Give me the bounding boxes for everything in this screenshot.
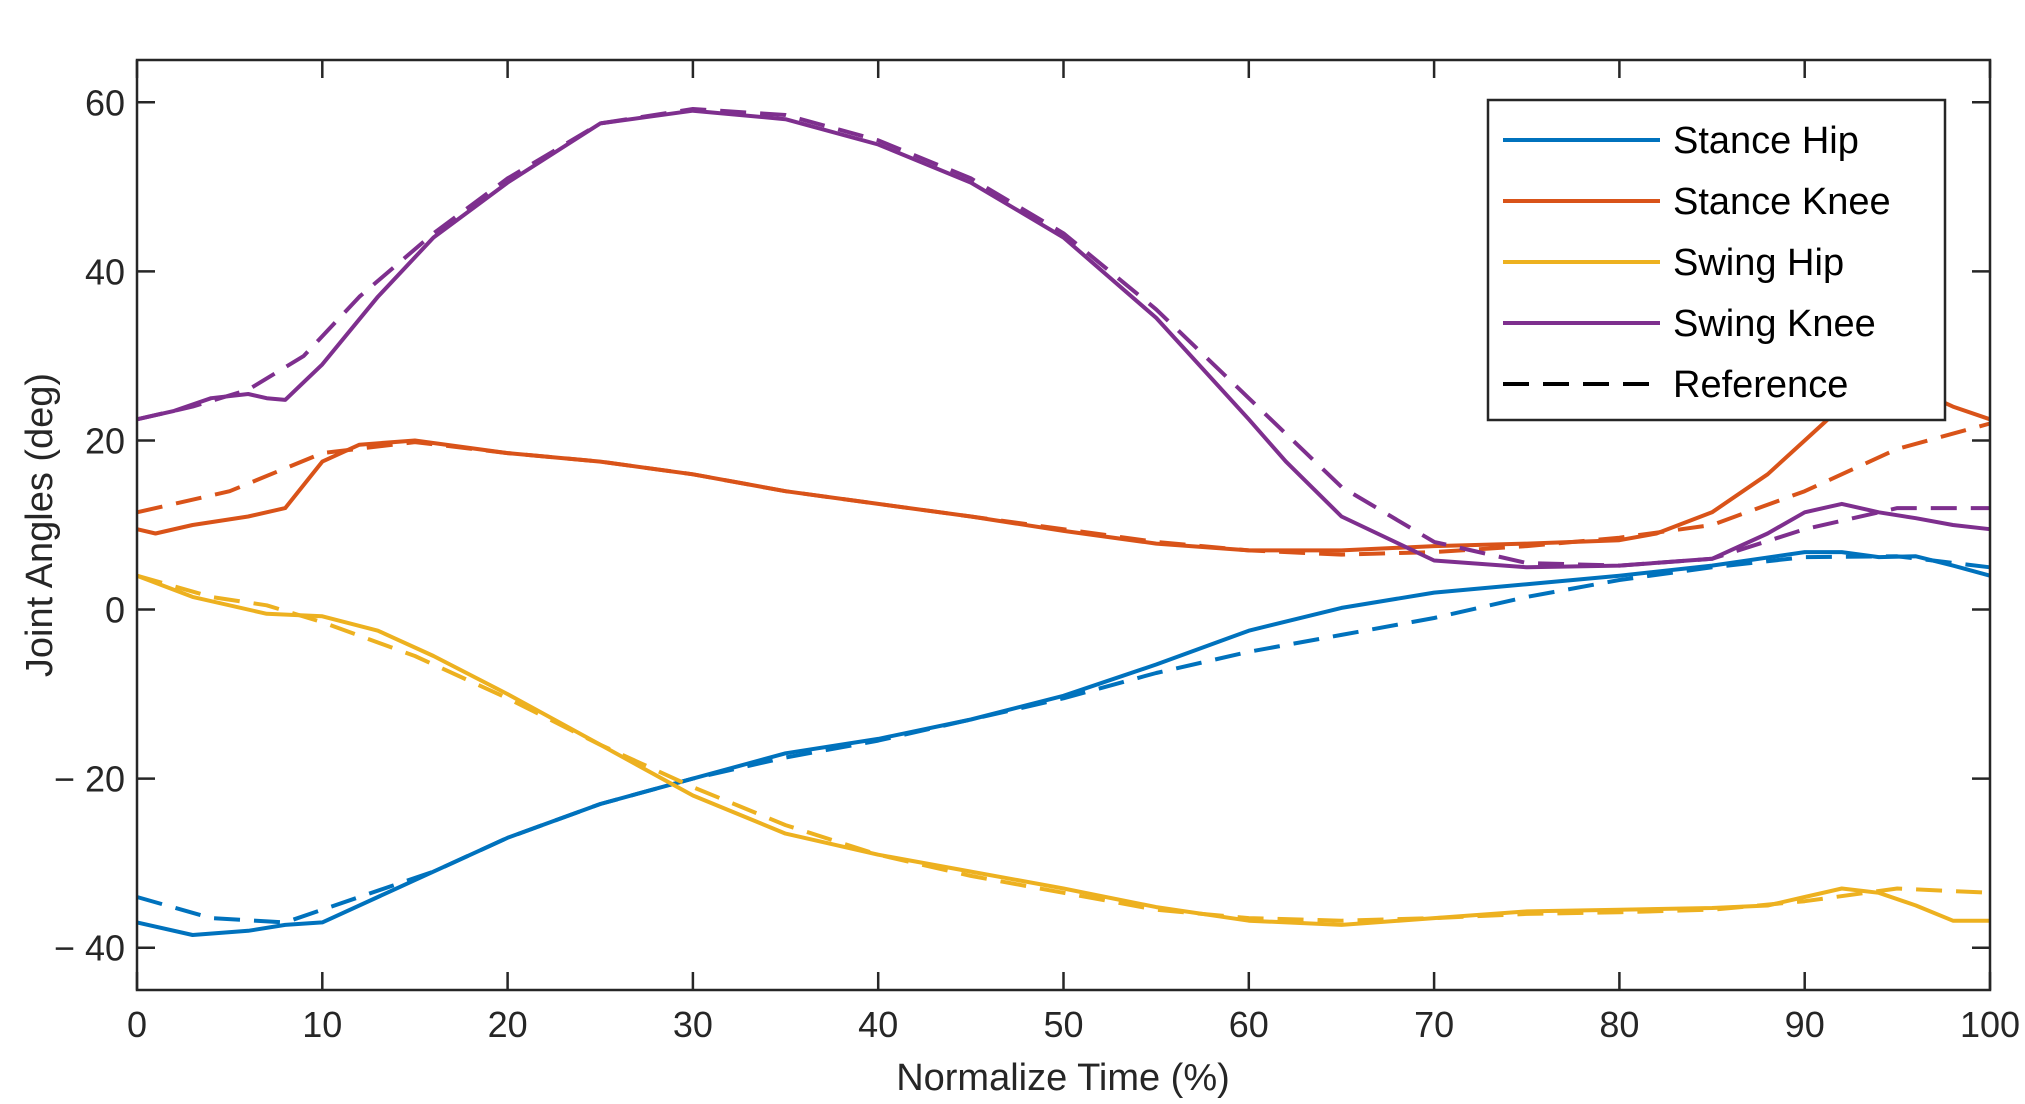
x-tick-label: 90 <box>1785 1004 1825 1045</box>
x-tick-label: 10 <box>302 1004 342 1045</box>
x-tick-label: 80 <box>1599 1004 1639 1045</box>
y-axis-title: Joint Angles (deg) <box>19 373 61 677</box>
series-line-stance-hip-reference <box>136 554 1991 925</box>
series-line-swing-hip-reference <box>136 573 1991 923</box>
legend-label: Swing Knee <box>1673 303 1876 345</box>
x-tick-label: 50 <box>1043 1004 1083 1045</box>
x-tick-label: 60 <box>1229 1004 1269 1045</box>
legend: Stance Hip Stance Knee Swing Hip Swing Knee… <box>1486 98 1947 422</box>
x-tick-label: 100 <box>1960 1004 2020 1045</box>
series-line-swing-hip <box>136 573 1990 927</box>
x-axis-title: Normalize Time (%) <box>896 1057 1230 1099</box>
legend-label: Swing Hip <box>1673 242 1844 284</box>
y-tick-label: 0 <box>105 590 125 631</box>
y-tick-label: − 20 <box>54 759 125 800</box>
x-tick-label: 70 <box>1414 1004 1454 1045</box>
legend-label: Stance Hip <box>1673 120 1859 162</box>
series-layer <box>136 107 1991 937</box>
x-tick-label: 0 <box>127 1004 147 1045</box>
series-line-swing-knee-reference <box>136 107 1990 568</box>
y-tick-label: 60 <box>85 82 125 123</box>
x-tick-label: 20 <box>488 1004 528 1045</box>
series-line-stance-hip <box>136 550 1991 937</box>
series-line-stance-knee <box>136 383 1991 553</box>
legend-label: Stance Knee <box>1673 181 1891 223</box>
series-line-swing-knee <box>136 108 1991 570</box>
y-tick-label: − 40 <box>54 928 125 969</box>
tick-layer: 0 10 20 30 40 50 60 70 80 90 100 − 40 − 20 0 20 40 60 <box>54 60 2020 1045</box>
y-tick-label: 20 <box>85 420 125 461</box>
series-line-stance-knee-reference <box>136 421 1991 557</box>
y-tick-label: 40 <box>85 251 125 292</box>
legend-label: Reference <box>1673 364 1848 406</box>
x-tick-label: 30 <box>673 1004 713 1045</box>
x-tick-label: 40 <box>858 1004 898 1045</box>
